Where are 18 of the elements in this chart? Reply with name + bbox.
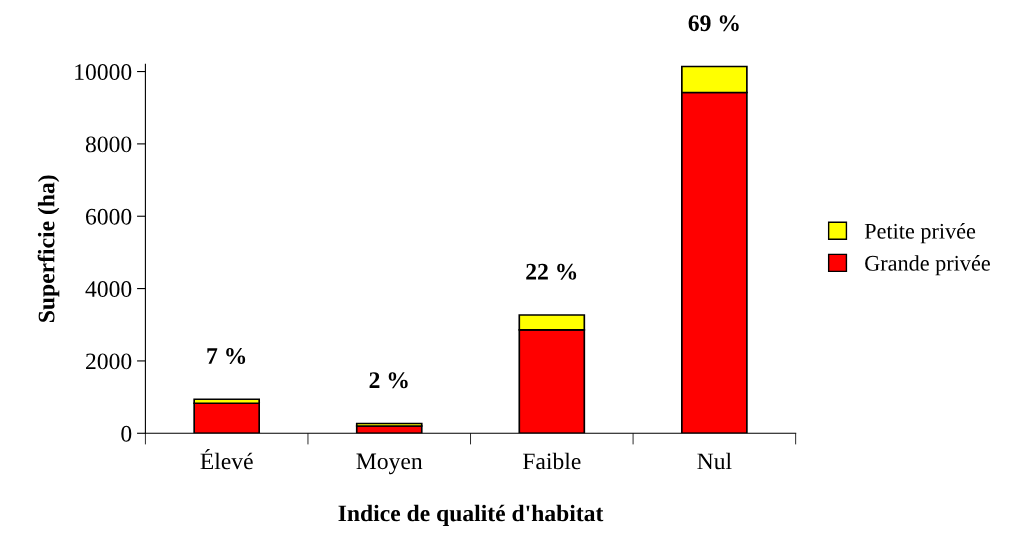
y-axis-title: Superficie (ha) (37, 175, 60, 322)
annotation: 7 % (207, 347, 246, 364)
annotation: 22 % (526, 263, 577, 280)
x-axis-title: Indice de qualité d'habitat (338, 504, 604, 527)
x-tick-label: Nul (697, 452, 732, 470)
annotation: 69 % (688, 15, 739, 32)
legend-label: Grande privée (865, 255, 990, 276)
y-tick-label: 0 (121, 425, 132, 442)
x-tick-label: Faible (522, 452, 581, 470)
y-tick-label: 2000 (86, 353, 132, 370)
annotation: 2 % (369, 372, 408, 389)
x-tick-label: Élevé (200, 448, 253, 470)
y-tick-label: 10000 (75, 64, 132, 80)
y-tick-label: 6000 (86, 208, 132, 225)
legend-label: Petite privée (864, 223, 976, 244)
x-tick-label: Moyen (356, 453, 423, 475)
y-tick-label: 4000 (85, 281, 132, 298)
y-tick-label: 8000 (85, 136, 132, 153)
